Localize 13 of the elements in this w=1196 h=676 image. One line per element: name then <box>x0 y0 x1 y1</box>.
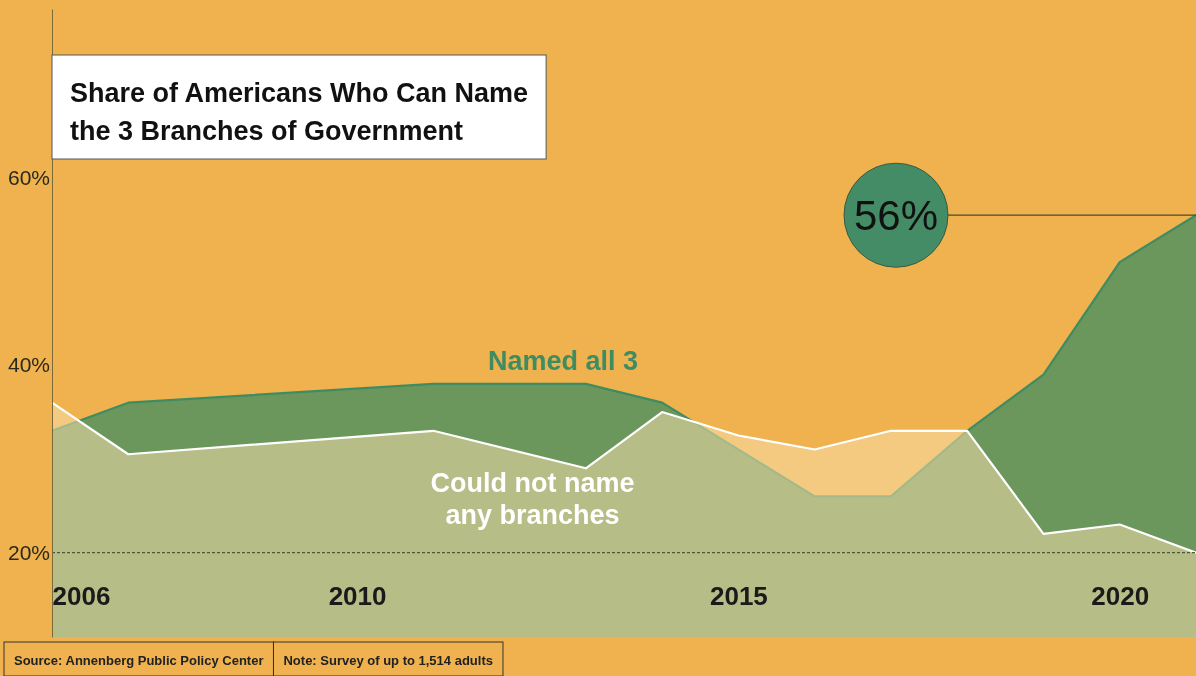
y-tick-label: 60% <box>7 165 50 189</box>
annotation: 56% <box>853 192 939 240</box>
text: Note: Survey of up to 1,514 adults <box>283 653 493 668</box>
y-tick-label: 40% <box>7 353 50 377</box>
x-tick-label: 2020 <box>1091 580 1150 611</box>
series-label: Could not name any branches <box>430 467 635 530</box>
series-label: Named all 3 <box>487 345 639 376</box>
source-note: Source: Annenberg Public Policy Center <box>14 653 264 668</box>
text: Share of Americans Who Can Name the 3 Branches of Government <box>70 78 529 146</box>
y-tick-label: 20% <box>7 540 50 564</box>
x-tick-label: 2010 <box>328 580 387 611</box>
x-tick-label: 2006 <box>52 580 111 611</box>
x-tick-label: 2015 <box>709 580 768 611</box>
